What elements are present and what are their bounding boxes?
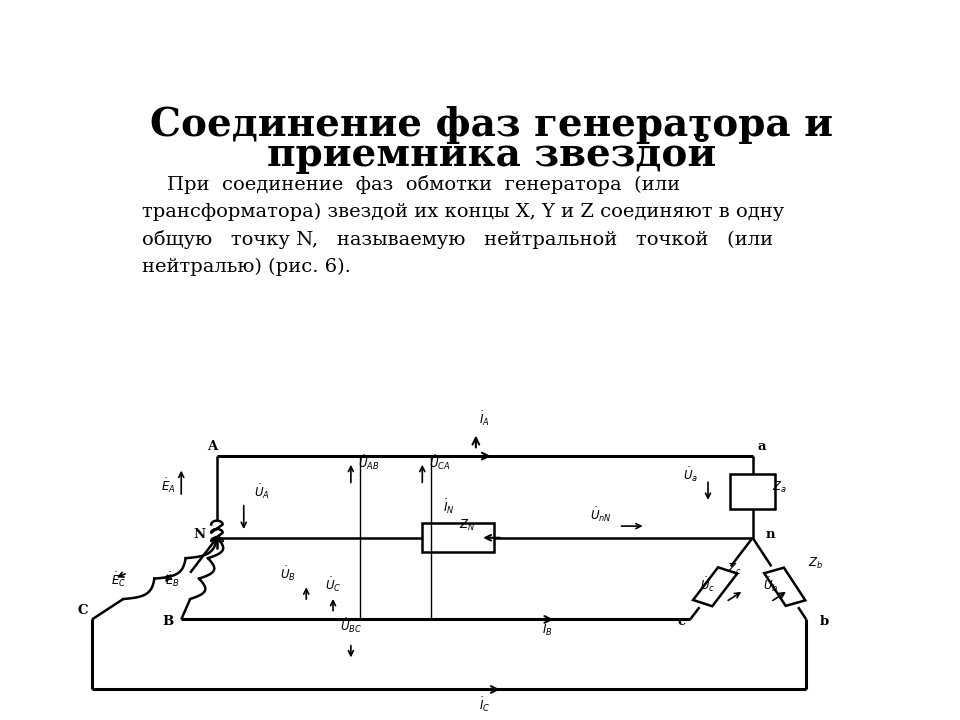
Text: $\dot{U}_{BC}$: $\dot{U}_{BC}$ (340, 616, 362, 635)
Text: $\dot{U}_{nN}$: $\dot{U}_{nN}$ (589, 506, 612, 524)
Bar (422, 523, 493, 552)
Text: $\dot{U}_B$: $\dot{U}_B$ (280, 564, 297, 582)
Text: $\dot{U}_a$: $\dot{U}_a$ (683, 465, 698, 484)
Text: При  соединение  фаз  обмотки  генератора  (или
трансформатора) звездой их концы: При соединение фаз обмотки генератора (и… (142, 175, 784, 276)
Text: $\dot{I}_C$: $\dot{I}_C$ (479, 696, 491, 714)
Text: n: n (766, 528, 776, 541)
Text: a: a (757, 440, 766, 454)
Text: приемника звездой: приемника звездой (268, 133, 716, 174)
Text: $\dot{U}_c$: $\dot{U}_c$ (701, 576, 715, 595)
Text: $Z_b$: $Z_b$ (807, 556, 823, 571)
Text: $\dot{U}_A$: $\dot{U}_A$ (253, 482, 270, 501)
Text: $Z_c$: $Z_c$ (728, 562, 742, 577)
Text: B: B (162, 616, 174, 629)
Text: c: c (677, 616, 685, 629)
Polygon shape (693, 567, 737, 606)
Text: $\dot{I}_B$: $\dot{I}_B$ (542, 620, 553, 638)
Text: C: C (78, 603, 88, 616)
Text: $\dot{E}_B$: $\dot{E}_B$ (165, 570, 180, 588)
Polygon shape (764, 567, 805, 606)
Text: $Z_a$: $Z_a$ (772, 480, 787, 495)
Text: $\dot{U}_b$: $\dot{U}_b$ (762, 576, 779, 595)
Text: $\dot{I}_N$: $\dot{I}_N$ (444, 497, 455, 516)
Text: $\dot{E}_C$: $\dot{E}_C$ (111, 570, 127, 588)
Text: $\dot{U}_{AB}$: $\dot{U}_{AB}$ (358, 454, 379, 472)
Text: b: b (820, 616, 828, 629)
Text: Соединение фаз генератора и: Соединение фаз генератора и (151, 106, 833, 144)
Text: $\dot{I}_A$: $\dot{I}_A$ (479, 410, 491, 428)
Text: $\dot{U}_{CA}$: $\dot{U}_{CA}$ (429, 454, 451, 472)
Bar (731, 474, 775, 508)
Text: $\dot{U}_C$: $\dot{U}_C$ (324, 576, 341, 595)
Text: $\dot{E}_A$: $\dot{E}_A$ (160, 477, 175, 495)
Text: A: A (207, 440, 218, 454)
Text: N: N (193, 528, 205, 541)
Text: $Z_N$: $Z_N$ (459, 518, 475, 533)
